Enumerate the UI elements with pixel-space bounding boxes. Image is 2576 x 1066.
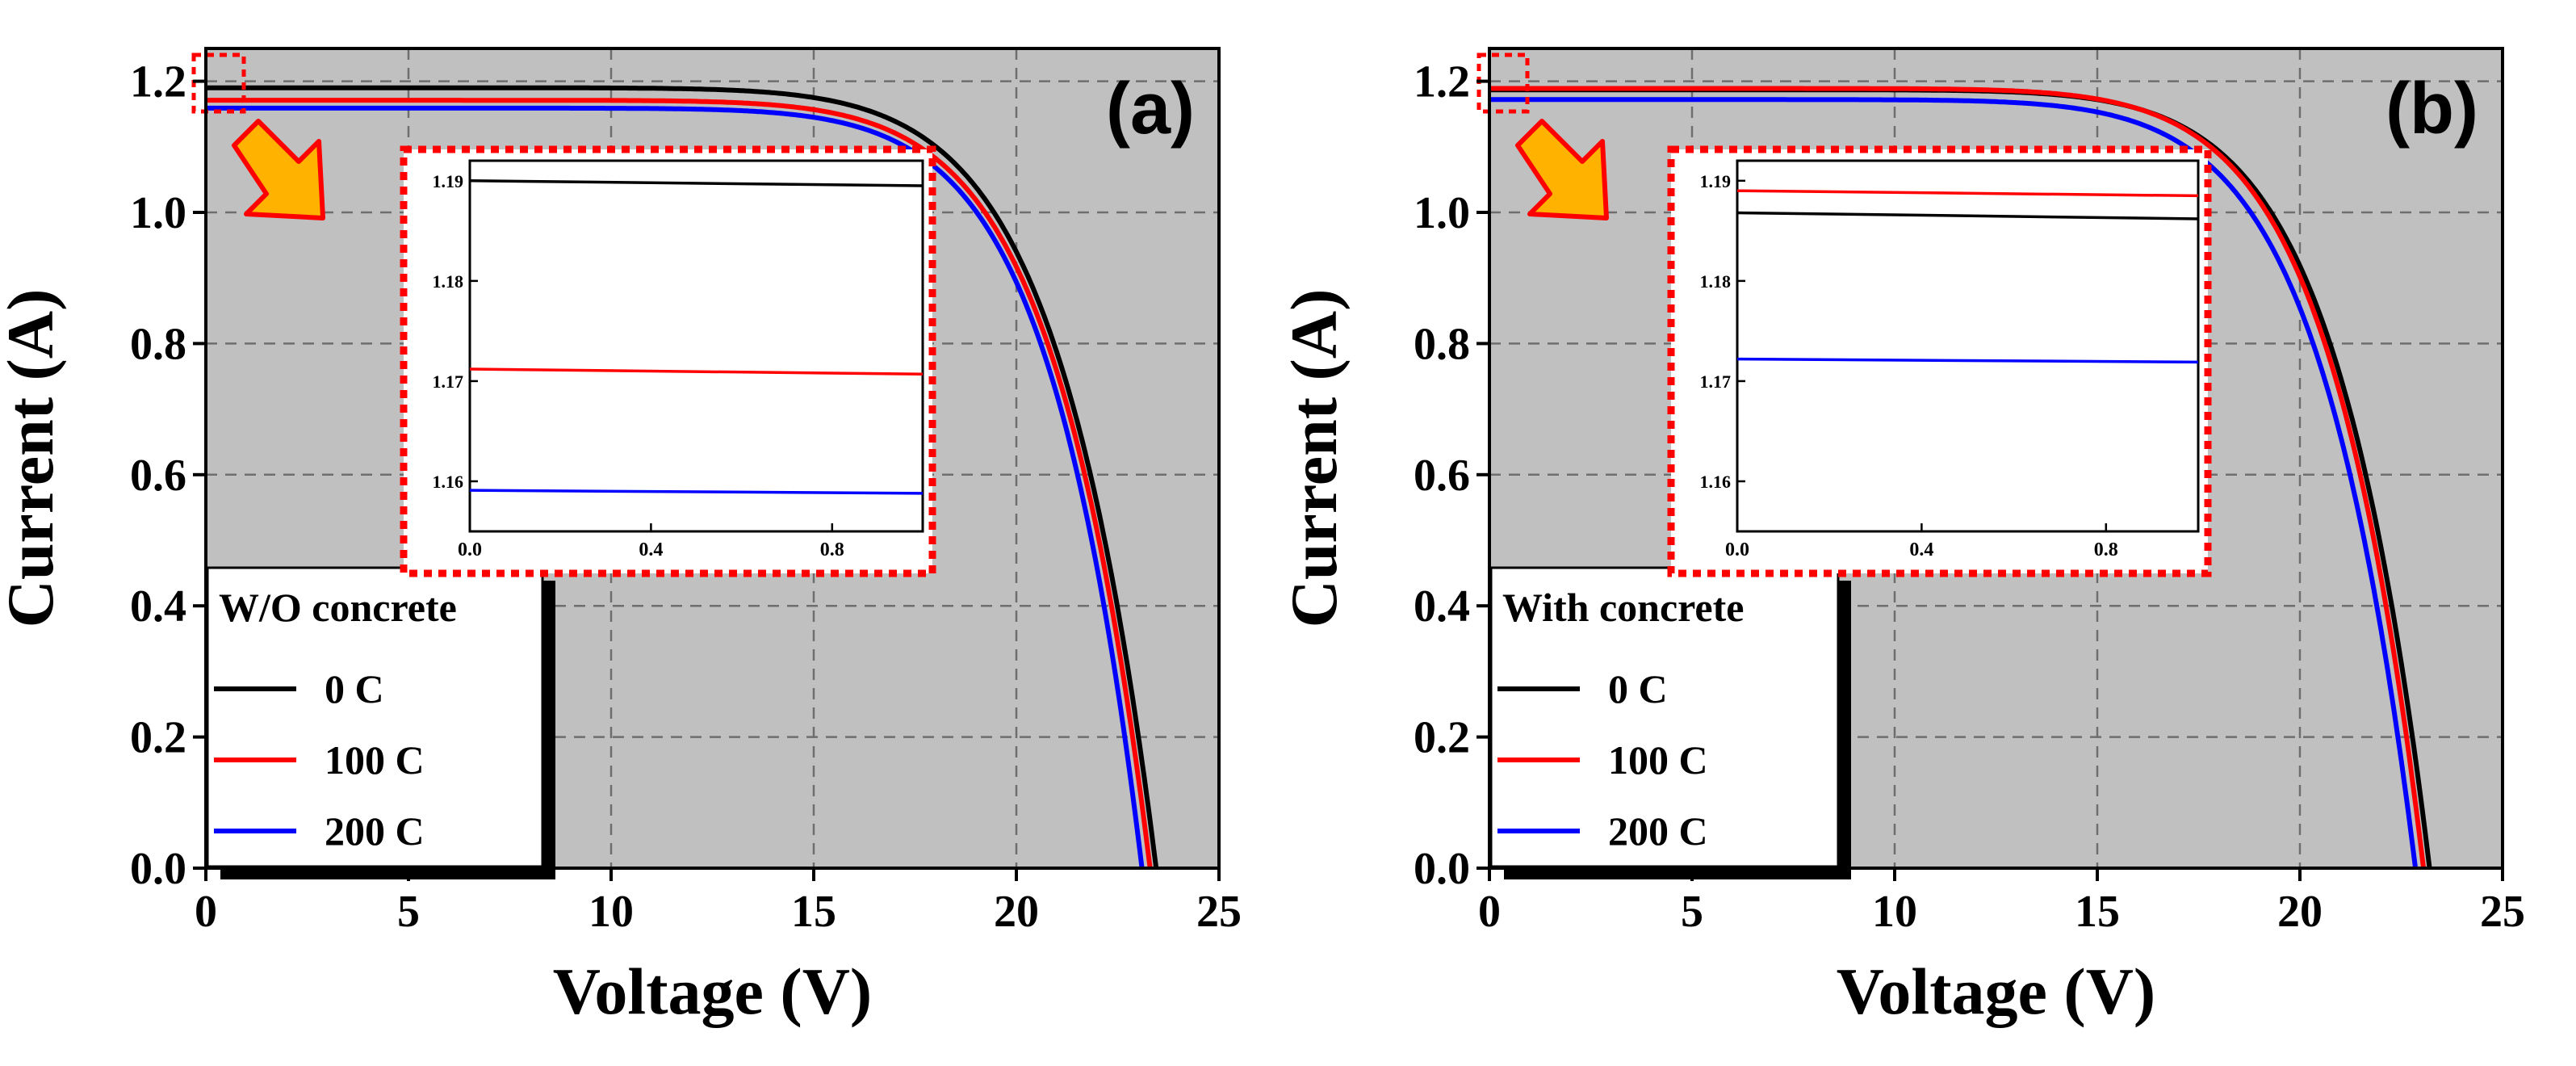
- inset-y-tick-label: 1.18: [433, 271, 464, 292]
- zoom-region-box: [191, 52, 246, 114]
- inset-x-tick-label: 0.0: [458, 539, 482, 560]
- inset-y-tick-label: 1.17: [433, 371, 464, 392]
- series-line-1: [1489, 86, 2427, 868]
- legend-label-1: 100 C: [1608, 737, 1708, 783]
- legend-title: With concrete: [1502, 585, 1744, 630]
- y-tick-label: 0.2: [130, 713, 186, 763]
- inset-line-2: [1736, 357, 2199, 364]
- x-axis-title: Voltage (V): [1837, 955, 2156, 1028]
- x-tick-label: 10: [1872, 887, 1917, 937]
- inset-y-tick-label: 1.19: [1700, 171, 1732, 191]
- panel-label: (b): [2385, 69, 2478, 149]
- inset-y-tick-label: 1.17: [1700, 371, 1732, 392]
- legend-label-2: 200 C: [325, 808, 425, 854]
- x-tick-label: 5: [397, 887, 420, 937]
- inset-line-0: [1736, 211, 2199, 220]
- legend-label-0: 0 C: [1608, 666, 1668, 711]
- legend-box: [206, 566, 544, 868]
- inset-x-tick-label: 0.8: [2094, 539, 2118, 560]
- series-line-2: [1489, 97, 2419, 868]
- x-tick-label: 25: [1196, 887, 1242, 937]
- x-axis-title: Voltage (V): [553, 955, 873, 1028]
- series-line-1: [206, 98, 1153, 868]
- inset-x-tick-label: 0.0: [1725, 539, 1749, 560]
- y-tick-label: 0.2: [1414, 713, 1470, 763]
- series-line-2: [206, 105, 1145, 868]
- y-tick-label: 1.0: [1414, 188, 1470, 238]
- y-tick-label: 1.2: [1414, 57, 1470, 107]
- inset-y-tick-label: 1.18: [1700, 271, 1732, 292]
- legend-label-1: 100 C: [325, 737, 425, 783]
- ticks: 0 5 10 15 20 25 0.0 0.2 0.4 0.6 0.8 1.0 1.2: [1414, 57, 2525, 937]
- y-tick-label: 0.8: [130, 319, 186, 369]
- y-tick-label: 0.8: [1414, 319, 1470, 369]
- legend-label-2: 200 C: [1608, 808, 1708, 854]
- legend-box: [1489, 566, 1840, 868]
- inset-line-2: [469, 489, 924, 495]
- zoom-arrow-icon: [1515, 119, 1609, 220]
- inset-axes-frame: [468, 159, 924, 533]
- y-tick-label: 0.4: [1414, 581, 1470, 632]
- y-tick-label: 0.0: [1414, 844, 1470, 894]
- zoom-region-box: [1476, 52, 1530, 114]
- inset-line-0: [469, 179, 924, 187]
- inset-x-tick-label: 0.8: [820, 539, 844, 560]
- y-axis-title: Current (A): [0, 289, 67, 628]
- plot-frame: [204, 47, 1221, 870]
- x-tick-label: 15: [2075, 887, 2120, 937]
- x-tick-label: 25: [2480, 887, 2525, 937]
- series-group: [1489, 86, 2432, 868]
- y-axis-title: Current (A): [1277, 289, 1351, 628]
- inset: 1.16 1.17 1.18 1.19 0.0 0.4 0.8: [400, 145, 936, 577]
- y-tick-label: 0.0: [130, 844, 186, 894]
- x-tick-label: 20: [2277, 887, 2323, 937]
- inset: 1.16 1.17 1.18 1.19 0.0 0.4 0.8: [1667, 145, 2212, 577]
- x-tick-label: 0: [1478, 887, 1501, 937]
- x-tick-label: 10: [589, 887, 634, 937]
- legend: W/O concrete 0 C 100 C 200 C: [206, 566, 555, 879]
- series-line-0: [206, 85, 1159, 868]
- y-tick-label: 1.0: [130, 188, 186, 238]
- x-tick-label: 0: [195, 887, 217, 937]
- inset-border: [1667, 145, 2212, 577]
- inset-line-1: [1736, 189, 2199, 198]
- inset-x-tick-label: 0.4: [1909, 539, 1933, 560]
- ticks: 0 5 10 15 20 25 0.0 0.2 0.4 0.6 0.8 1.0 1.2: [130, 57, 1242, 937]
- x-tick-label: 15: [791, 887, 836, 937]
- plot-frame: [1488, 47, 2504, 870]
- inset-line-1: [469, 367, 924, 376]
- x-tick-label: 20: [994, 887, 1039, 937]
- y-tick-label: 0.4: [130, 581, 186, 632]
- inset-border: [400, 145, 936, 577]
- series-group: [206, 85, 1159, 868]
- inset-axes-frame: [1736, 159, 2200, 533]
- inset-y-tick-label: 1.19: [433, 171, 464, 191]
- y-tick-label: 0.6: [1414, 451, 1470, 501]
- y-tick-label: 0.6: [130, 451, 186, 501]
- x-tick-label: 5: [1681, 887, 1703, 937]
- zoom-arrow-icon: [232, 119, 325, 220]
- legend-label-0: 0 C: [325, 666, 384, 711]
- inset-x-tick-label: 0.4: [639, 539, 663, 560]
- y-tick-label: 1.2: [130, 57, 186, 107]
- inset-y-tick-label: 1.16: [433, 472, 464, 492]
- legend: With concrete 0 C 100 C 200 C: [1489, 566, 1851, 879]
- legend-title: W/O concrete: [219, 585, 457, 630]
- inset-y-tick-label: 1.16: [1700, 472, 1732, 492]
- panel-label: (a): [1106, 69, 1195, 149]
